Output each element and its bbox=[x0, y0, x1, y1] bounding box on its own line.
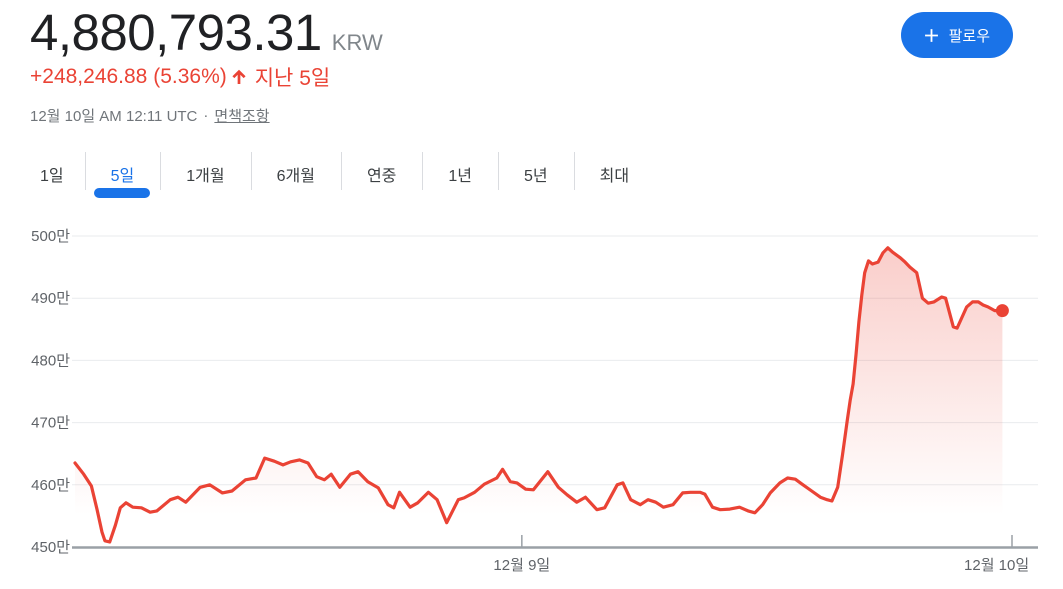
tab-6m[interactable]: 6개월 bbox=[250, 150, 341, 198]
y-axis-label: 470만 bbox=[31, 415, 70, 432]
y-axis-label: 490만 bbox=[31, 290, 70, 307]
meta-row: 12월 10일 AM 12:11 UTC · 면책조항 bbox=[30, 105, 270, 126]
price-line bbox=[73, 246, 1004, 544]
price-value: 4,880,793.31 bbox=[30, 4, 322, 61]
arrow-up-icon bbox=[230, 68, 248, 86]
disclaimer-link[interactable]: 면책조항 bbox=[214, 108, 270, 125]
price-row: 4,880,793.31 KRW bbox=[30, 4, 383, 61]
price-chart-svg: 450만 460만 470만 480만 490만 500만 12월 9일 12월 10일 bbox=[31, 228, 1038, 574]
y-axis-label: 450만 bbox=[31, 539, 70, 556]
tab-5y[interactable]: 5년 bbox=[498, 150, 574, 198]
current-price-dot bbox=[995, 304, 1009, 318]
tab-1m[interactable]: 1개월 bbox=[160, 150, 250, 198]
timestamp: 12월 10일 AM 12:11 UTC bbox=[30, 108, 198, 125]
y-axis-label: 460만 bbox=[31, 477, 70, 494]
tab-ytd[interactable]: 연중 bbox=[340, 150, 422, 198]
tab-1d[interactable]: 1일 bbox=[40, 168, 64, 185]
tab-max[interactable]: 최대 bbox=[573, 150, 655, 198]
area-fill bbox=[75, 247, 1003, 548]
price-change-row: +248,246.88 (5.36%) 지난 5일 bbox=[30, 62, 330, 92]
dot-separator: · bbox=[203, 107, 209, 124]
price-change-value: +248,246.88 (5.36%) bbox=[30, 65, 227, 88]
currency-label: KRW bbox=[331, 30, 383, 55]
y-axis-label: 480만 bbox=[31, 352, 70, 369]
x-axis-label: 12월 9일 bbox=[493, 557, 550, 574]
tab-5d[interactable]: 5일 bbox=[84, 150, 161, 198]
time-range-tab-bar: 1일 5일 1개월 6개월 연중 1년 5년 최대 bbox=[30, 150, 655, 198]
y-axis-label: 500만 bbox=[31, 228, 70, 245]
x-axis-label: 12월 10일 bbox=[964, 557, 1029, 574]
follow-button-label: 팔로우 bbox=[948, 27, 990, 45]
plus-icon bbox=[924, 28, 939, 43]
tab-1y[interactable]: 1년 bbox=[422, 150, 498, 198]
follow-button[interactable]: 팔로우 bbox=[900, 12, 1013, 58]
change-period-label: 지난 5일 bbox=[254, 67, 331, 90]
